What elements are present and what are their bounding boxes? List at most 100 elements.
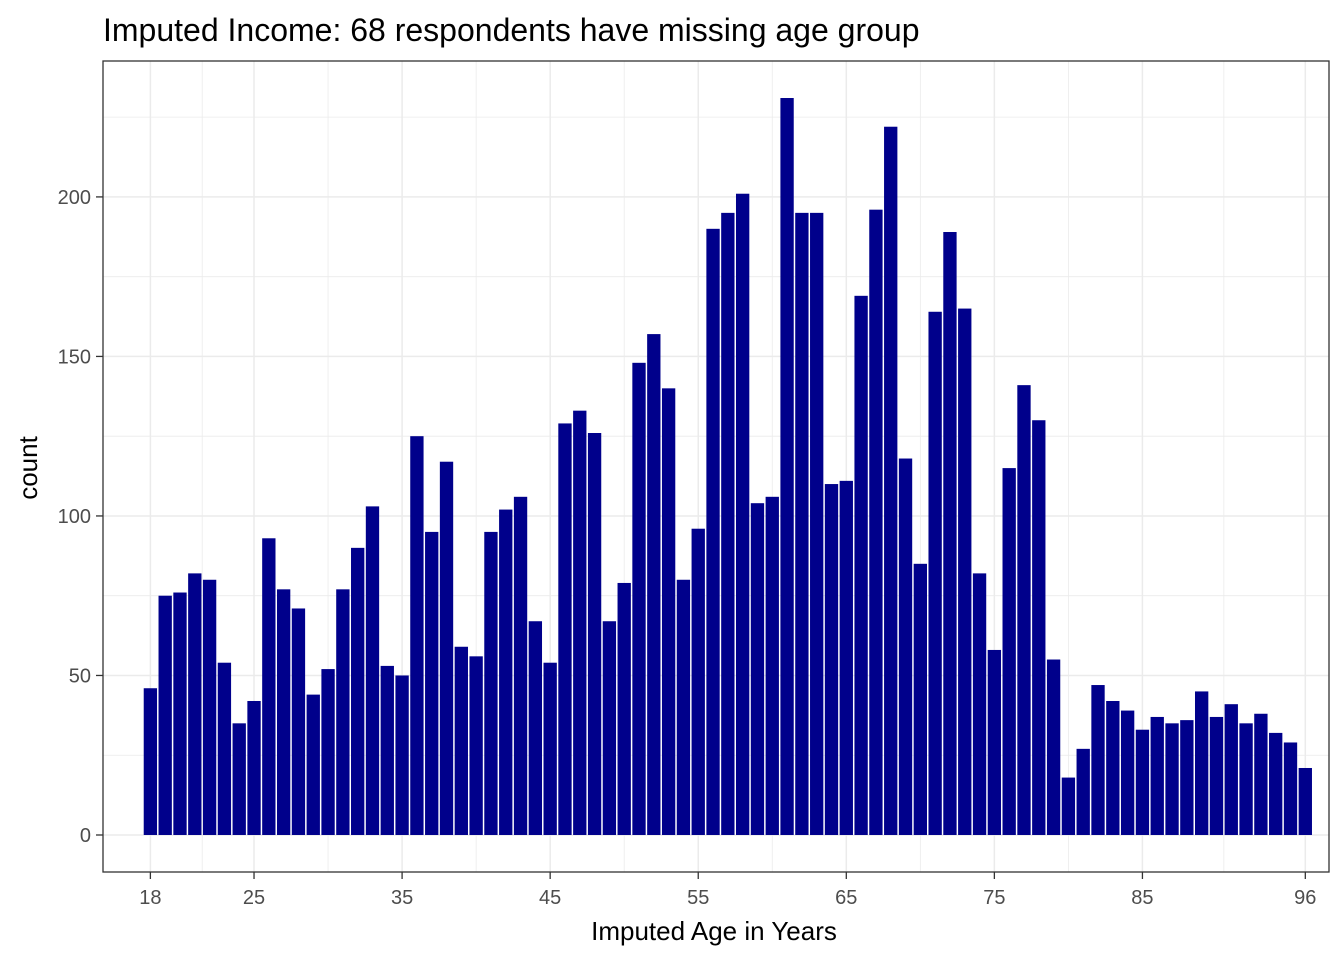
- bar: [1254, 713, 1268, 835]
- bar: [1283, 742, 1298, 835]
- bar: [1046, 659, 1061, 835]
- bar: [1150, 716, 1164, 835]
- chart-title: Imputed Income: 68 respondents have miss…: [103, 12, 920, 48]
- bar: [1120, 710, 1135, 835]
- bar: [143, 688, 158, 835]
- bar: [721, 212, 735, 835]
- bar: [869, 209, 883, 835]
- bar: [913, 563, 927, 835]
- bar: [691, 528, 705, 835]
- x-axis: 18 25 35 45 55 65 75 85 96: [139, 872, 1316, 909]
- bar: [232, 723, 246, 835]
- y-axis-title: count: [13, 435, 43, 499]
- bar: [795, 212, 809, 835]
- x-tick-label: 75: [983, 887, 1005, 909]
- bar: [943, 232, 957, 835]
- bar: [513, 496, 528, 835]
- x-tick-label: 45: [539, 887, 561, 909]
- bar: [854, 295, 868, 835]
- y-tick-label: 0: [80, 825, 91, 847]
- bar: [1076, 748, 1090, 835]
- panel-border: [102, 60, 1330, 873]
- bar: [1209, 716, 1224, 835]
- bar: [202, 579, 217, 835]
- bar: [735, 193, 750, 835]
- y-tick-label: 100: [58, 506, 91, 528]
- bar: [1224, 704, 1238, 835]
- bar: [188, 573, 202, 835]
- bar: [1239, 723, 1253, 835]
- bar: [824, 484, 839, 835]
- bar: [247, 700, 261, 835]
- bar: [454, 646, 468, 835]
- bar: [1002, 468, 1016, 835]
- bar: [499, 509, 513, 835]
- bar: [380, 665, 394, 835]
- bar: [1165, 723, 1179, 835]
- x-tick-label: 25: [243, 887, 265, 909]
- bar: [780, 98, 794, 835]
- bar: [262, 538, 276, 835]
- bar: [661, 388, 676, 835]
- x-tick-label: 65: [835, 887, 857, 909]
- bar: [158, 595, 172, 835]
- bar: [351, 547, 365, 835]
- x-axis-title: Imputed Age in Years: [591, 916, 837, 946]
- bar: [602, 621, 617, 835]
- bar: [291, 608, 306, 835]
- bar: [573, 410, 587, 835]
- bar: [439, 461, 454, 835]
- bar: [765, 496, 779, 835]
- bar: [336, 589, 350, 835]
- bar: [321, 669, 335, 835]
- bar: [484, 531, 498, 835]
- y-tick-label: 150: [58, 346, 91, 368]
- bar: [617, 582, 631, 835]
- bar: [217, 662, 232, 835]
- bar: [1091, 685, 1105, 835]
- bar: [395, 675, 409, 835]
- bar: [1298, 767, 1312, 835]
- bar: [632, 362, 646, 835]
- bar: [810, 212, 824, 835]
- bar: [750, 503, 765, 835]
- x-tick-label: 96: [1294, 887, 1316, 909]
- bar: [1194, 691, 1209, 835]
- x-tick-label: 35: [391, 887, 413, 909]
- bar: [543, 662, 557, 835]
- bar: [1017, 385, 1031, 835]
- y-tick-label: 50: [69, 665, 91, 687]
- bars: [143, 98, 1312, 835]
- bar: [276, 589, 291, 835]
- bar: [587, 433, 602, 835]
- y-tick-label: 200: [58, 187, 91, 209]
- bar: [425, 531, 439, 835]
- bar: [1180, 720, 1194, 835]
- bar: [306, 694, 320, 835]
- bar: [928, 311, 942, 835]
- bar: [898, 458, 913, 835]
- bar: [1061, 777, 1076, 835]
- y-axis: 0 50 100 150 200: [58, 187, 103, 847]
- bar: [972, 573, 987, 835]
- bar: [1032, 420, 1046, 835]
- x-tick-label: 18: [139, 887, 161, 909]
- x-tick-label: 85: [1131, 887, 1153, 909]
- bar: [706, 228, 720, 835]
- x-tick-label: 55: [687, 887, 709, 909]
- bar: [1106, 700, 1120, 835]
- bar: [676, 579, 691, 835]
- bar: [958, 308, 972, 835]
- bar: [410, 436, 424, 835]
- bar: [647, 334, 661, 835]
- bar: [558, 423, 572, 835]
- bar: [839, 480, 853, 835]
- bar: [469, 656, 483, 835]
- bar: [1269, 732, 1283, 835]
- bar: [528, 621, 543, 835]
- bar: [173, 592, 187, 835]
- bar: [1135, 729, 1150, 835]
- bar: [987, 649, 1002, 835]
- bar: [884, 126, 898, 835]
